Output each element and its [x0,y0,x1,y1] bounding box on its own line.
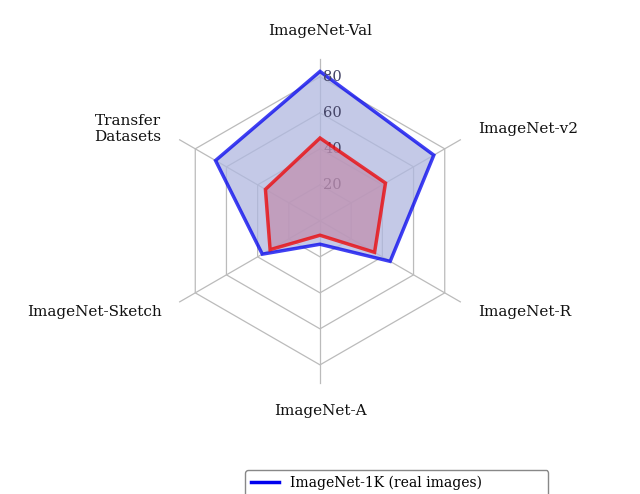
Text: Transfer
Datasets: Transfer Datasets [95,114,161,144]
Polygon shape [266,138,385,252]
Text: 60: 60 [323,106,342,120]
Text: 40: 40 [323,142,342,156]
Polygon shape [216,72,434,261]
Text: ImageNet-Val: ImageNet-Val [268,24,372,38]
Text: ImageNet-A: ImageNet-A [274,404,366,418]
Text: ImageNet-Sketch: ImageNet-Sketch [27,305,161,320]
Text: ImageNet-R: ImageNet-R [479,305,572,320]
Text: ImageNet-v2: ImageNet-v2 [479,123,579,136]
Legend: ImageNet-1K (real images), ImageNet-1K-SD (synthetic images): ImageNet-1K (real images), ImageNet-1K-S… [245,470,548,494]
Text: 20: 20 [323,178,342,192]
Text: 80: 80 [323,70,342,84]
